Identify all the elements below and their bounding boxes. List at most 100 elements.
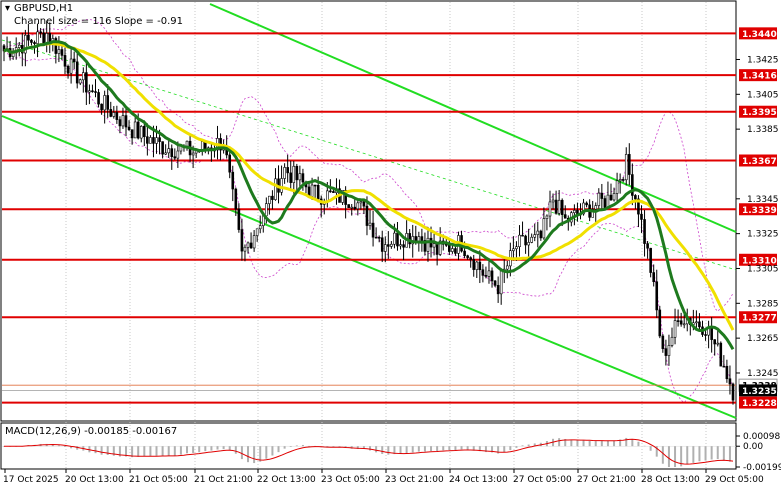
candle-body (103, 95, 106, 111)
candle-body (643, 219, 646, 244)
candle-body (637, 198, 640, 215)
candle-body (728, 378, 732, 385)
candle-body (515, 246, 518, 250)
macd-histogram-bar (204, 446, 207, 452)
macd-histogram-bar (497, 446, 500, 454)
candle-body (731, 383, 735, 401)
candle-body (536, 230, 540, 235)
time-tick-label: 28 Oct 13:00 (641, 475, 700, 485)
macd-label: MACD(12,26,9) -0.00185 -0.00167 (5, 426, 177, 437)
macd-histogram-bar (149, 446, 152, 457)
candle-body (237, 208, 241, 230)
channel-info: Channel size = 116 Slope = -0.91 (14, 16, 183, 27)
candle-body (265, 203, 268, 217)
macd-histogram-bar (356, 446, 359, 450)
price-tick-label: 1.3285 (747, 299, 779, 309)
candle-body (713, 339, 716, 345)
candle-body (347, 204, 350, 208)
macd-histogram-bar (417, 446, 420, 452)
macd-histogram-bar (643, 445, 646, 447)
candle-body (631, 174, 634, 196)
candle-body (493, 280, 497, 286)
macd-histogram-bar (521, 445, 524, 447)
candle-body (149, 137, 152, 144)
candle-body (231, 171, 235, 190)
candle-body (17, 44, 21, 48)
candle-body (152, 137, 155, 144)
macd-tick-label: 0.00 (743, 442, 763, 452)
macd-histogram-bar (613, 440, 616, 447)
candle-body (548, 201, 552, 217)
candle-body (380, 237, 384, 252)
macd-histogram-bar (454, 446, 457, 451)
macd-histogram-bar (88, 446, 91, 453)
candle-body (240, 229, 244, 252)
macd-histogram-bar (515, 446, 518, 448)
candle-body (725, 365, 729, 380)
macd-histogram-bar (728, 446, 731, 462)
level-price-tag (739, 203, 777, 216)
candle-body (63, 55, 67, 67)
current-price-tag (739, 384, 777, 397)
macd-histogram-bar (155, 446, 158, 456)
level-price-tag (739, 253, 777, 266)
macd-histogram-bar (692, 446, 695, 463)
macd-histogram-bar (674, 446, 677, 467)
macd-histogram-bar (70, 446, 73, 449)
candle-body (594, 205, 598, 210)
candle-body (682, 323, 686, 326)
candle-body (487, 270, 491, 277)
candle-body (469, 257, 472, 260)
candle-body (387, 244, 390, 247)
candle-body (582, 202, 585, 215)
price-axis: 1.3440 1.3416 1.3395 1.3367 1.3339 1.3310 1.32… (736, 27, 779, 409)
candle-body (39, 31, 42, 34)
candle-body (609, 194, 613, 201)
macd-histogram-bar (265, 446, 268, 459)
candle-body (695, 321, 698, 324)
candle-body (280, 178, 283, 193)
candle-body (444, 244, 448, 246)
macd-histogram-bar (64, 446, 67, 448)
moving-averages (3, 40, 735, 351)
candle-body (484, 275, 488, 277)
macd-histogram-bar (442, 446, 445, 451)
candle-body (329, 190, 332, 193)
candle-body (57, 49, 61, 54)
candle-body (133, 121, 137, 139)
candle-body (722, 365, 726, 368)
candle-body (649, 247, 652, 273)
macd-histogram-bar (393, 446, 396, 455)
candle-body (667, 345, 671, 356)
candle-body (139, 126, 143, 139)
macd-histogram-bar (661, 446, 664, 464)
macd-histogram-bar (667, 446, 670, 467)
candle-body (75, 61, 79, 84)
candle-body (454, 248, 457, 254)
candle-body (661, 335, 665, 349)
candle-body (27, 34, 30, 41)
candle-body (512, 248, 515, 251)
candle-body (451, 248, 454, 252)
macd-histogram-bar (76, 446, 79, 450)
candle-body (618, 179, 622, 182)
macd-histogram-bar (173, 446, 176, 456)
macd-histogram-bar (253, 446, 256, 464)
candle-body (176, 150, 180, 159)
macd-histogram-bar (161, 446, 164, 456)
support-resistance-levels (2, 32, 736, 404)
candle-body (127, 126, 131, 130)
time-tick-label: 27 Oct 05:00 (513, 475, 572, 485)
level-price-tag (739, 27, 777, 40)
candle-body (624, 154, 628, 181)
candle-body (94, 91, 97, 93)
level-price-label: 1.3310 (742, 256, 777, 266)
time-tick-label: 22 Oct 13:00 (257, 475, 316, 485)
macd-histogram-bar (582, 440, 585, 447)
macd-histogram-bar (228, 446, 231, 451)
level-price-tag (739, 154, 777, 167)
ma-fast-line (3, 40, 735, 351)
macd-histogram-bar (131, 446, 134, 458)
